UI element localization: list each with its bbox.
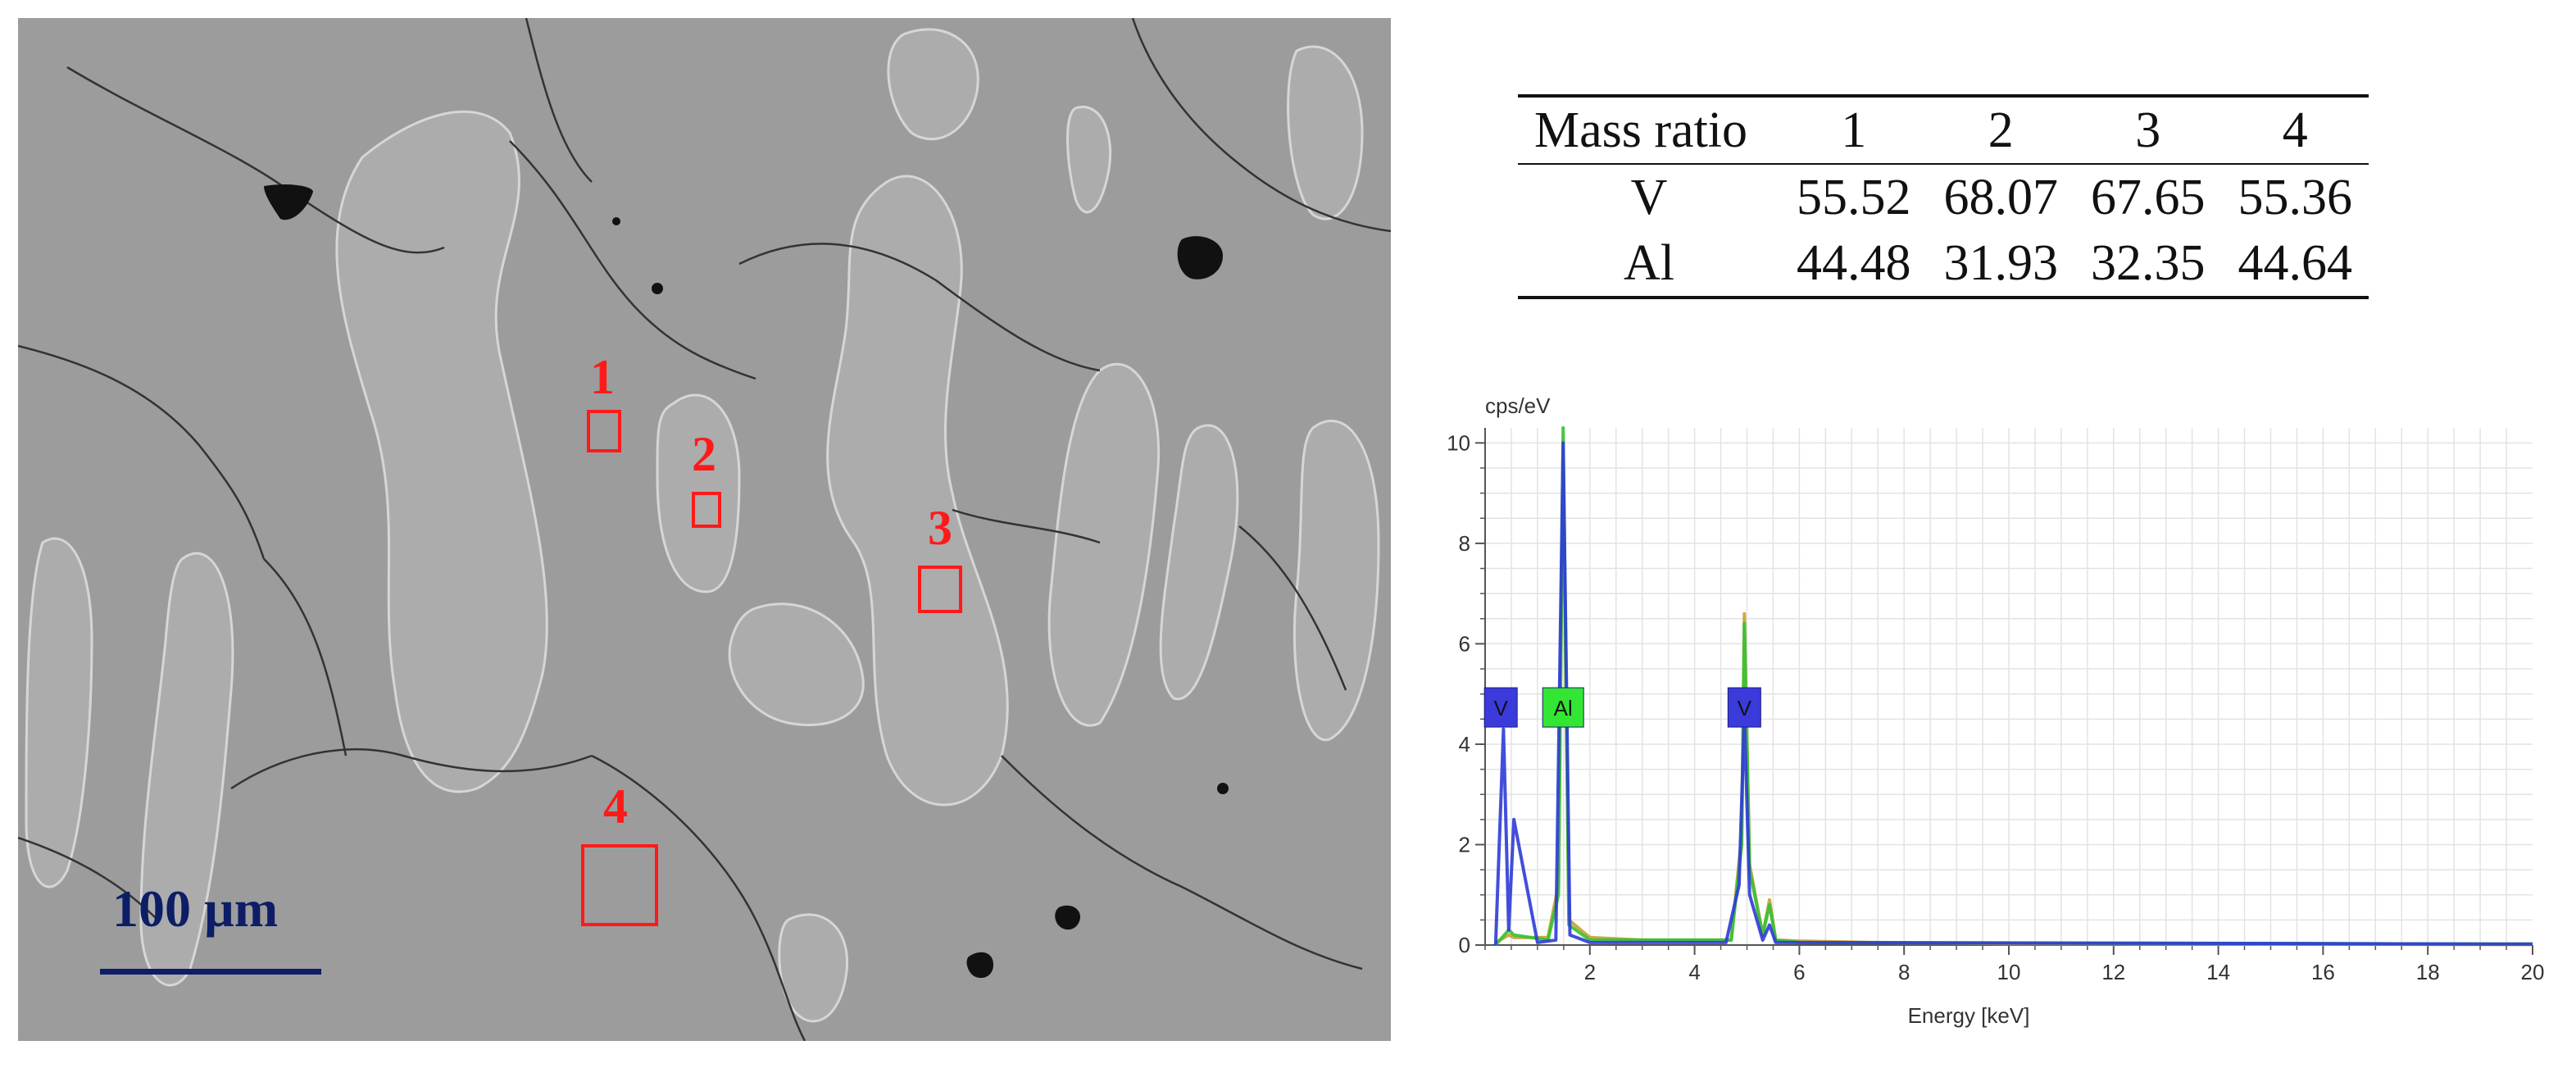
phase-island <box>1047 362 1160 727</box>
x-tick-label: 8 <box>1898 960 1910 984</box>
x-tick-label: 6 <box>1793 960 1805 984</box>
chart-grid <box>1485 428 2533 945</box>
microstructure-texture <box>18 18 1391 1041</box>
x-tick-label: 4 <box>1688 960 1700 984</box>
pore <box>966 952 993 979</box>
phase-island <box>887 28 979 141</box>
table-cell: 31.93 <box>1943 234 2059 291</box>
x-axis-label: Energy [keV] <box>1908 1003 2030 1028</box>
sem-micrograph: 1 2 3 4 100 µm <box>18 18 1391 1041</box>
y-tick-label: 10 <box>1447 430 1470 455</box>
x-tick-label: 12 <box>2101 960 2125 984</box>
table-header-cell: 2 <box>1988 102 2014 158</box>
peak-tag-box <box>1483 687 1518 728</box>
region-label-3: 3 <box>928 501 952 555</box>
y-tick-label: 0 <box>1459 933 1470 957</box>
grain-boundary <box>230 748 593 790</box>
pore <box>612 217 620 225</box>
grain-boundary <box>591 754 806 1041</box>
y-tick-label: 8 <box>1459 531 1470 556</box>
pore <box>1177 236 1223 279</box>
table-cell: 44.64 <box>2238 234 2353 291</box>
table-cell: 44.48 <box>1797 234 1911 291</box>
table-cell: 68.07 <box>1943 169 2059 225</box>
region-box-3 <box>918 566 962 613</box>
x-tick-label: 18 <box>2416 960 2440 984</box>
table-row-label: Al <box>1624 234 1675 291</box>
grain-boundary <box>18 836 158 920</box>
pore <box>652 283 663 294</box>
table-cell: 55.52 <box>1797 169 1911 225</box>
spectrum-series-line <box>1493 441 2533 946</box>
table-row: V 55.52 68.07 67.65 55.36 <box>1518 164 2369 230</box>
region-label-1: 1 <box>590 350 615 404</box>
x-tick-label: 14 <box>2206 960 2230 984</box>
grain-boundary <box>263 558 348 757</box>
table-header-cell: 1 <box>1841 102 1867 158</box>
grain-boundary <box>952 508 1101 544</box>
phase-island <box>826 175 1009 807</box>
region-label-2: 2 <box>692 427 716 481</box>
composition-table: Mass ratio 1 2 3 4 V 55.52 68.07 67.65 5… <box>1518 94 2369 299</box>
y-axis-label: cps/eV <box>1485 393 1551 418</box>
table-header-cell: 3 <box>2135 102 2161 158</box>
grain-boundary <box>738 243 1101 372</box>
phase-island <box>728 602 865 726</box>
region-box-2 <box>692 492 721 528</box>
chart-series <box>1493 426 2533 947</box>
y-tick-label: 6 <box>1459 631 1470 656</box>
spectrum-series-line <box>1494 426 2533 947</box>
table-row: Al 44.48 31.93 32.35 44.64 <box>1518 230 2369 298</box>
grain-boundary <box>1131 18 1391 233</box>
table-header-cell: Mass ratio <box>1534 102 1748 158</box>
table-cell: 55.36 <box>2238 169 2353 225</box>
grain-boundary <box>509 140 756 380</box>
x-tick-label: 16 <box>2311 960 2335 984</box>
table-header-row: Mass ratio 1 2 3 4 <box>1518 96 2369 164</box>
grain-boundary <box>525 18 593 183</box>
table-header-cell: 4 <box>2282 102 2308 158</box>
scale-bar-label: 100 µm <box>112 879 279 938</box>
table-cell: 32.35 <box>2091 234 2206 291</box>
y-tick-label: 2 <box>1459 832 1470 857</box>
region-label-4: 4 <box>603 779 628 834</box>
phase-island <box>1159 424 1239 701</box>
eds-spectrum-chart: cps/eV Energy [keV] 0 2 4 6 8 10 2 4 6 8 10 12 14 16 1… <box>1447 393 2544 1028</box>
phase-island <box>139 552 234 987</box>
region-box-1 <box>587 410 621 452</box>
pore <box>264 184 313 220</box>
peak-tag-box <box>1727 687 1761 728</box>
table-row-label: V <box>1630 169 1668 225</box>
phase-island <box>335 110 548 793</box>
phase-island <box>778 913 848 1023</box>
peak-tag-label: V <box>1738 696 1752 720</box>
peak-tags: V Al V <box>1483 687 1761 728</box>
phase-island <box>1287 45 1364 220</box>
peak-tag-box <box>1542 687 1584 728</box>
spectrum-series-line <box>1494 451 2533 947</box>
grain-boundary <box>1001 755 1363 970</box>
table-cell: 67.65 <box>2091 169 2206 225</box>
peak-tag-label: Al <box>1554 696 1573 720</box>
peak-tag-label: V <box>1493 696 1508 720</box>
pore <box>1055 905 1080 930</box>
x-tick-label: 2 <box>1584 960 1596 984</box>
grain-boundary <box>1238 525 1347 691</box>
x-tick-label: 20 <box>2521 960 2545 984</box>
scale-bar <box>100 969 321 975</box>
region-box-4 <box>581 844 658 926</box>
phase-island <box>1066 106 1112 214</box>
y-tick-label: 4 <box>1459 732 1470 757</box>
phase-island <box>25 537 93 888</box>
pore <box>1217 783 1229 794</box>
x-tick-label: 10 <box>1997 960 2021 984</box>
grain-boundary <box>18 344 266 560</box>
chart-axes: 0 2 4 6 8 10 2 4 6 8 10 12 14 16 18 20 <box>1447 428 2544 984</box>
phase-island <box>1293 420 1380 742</box>
